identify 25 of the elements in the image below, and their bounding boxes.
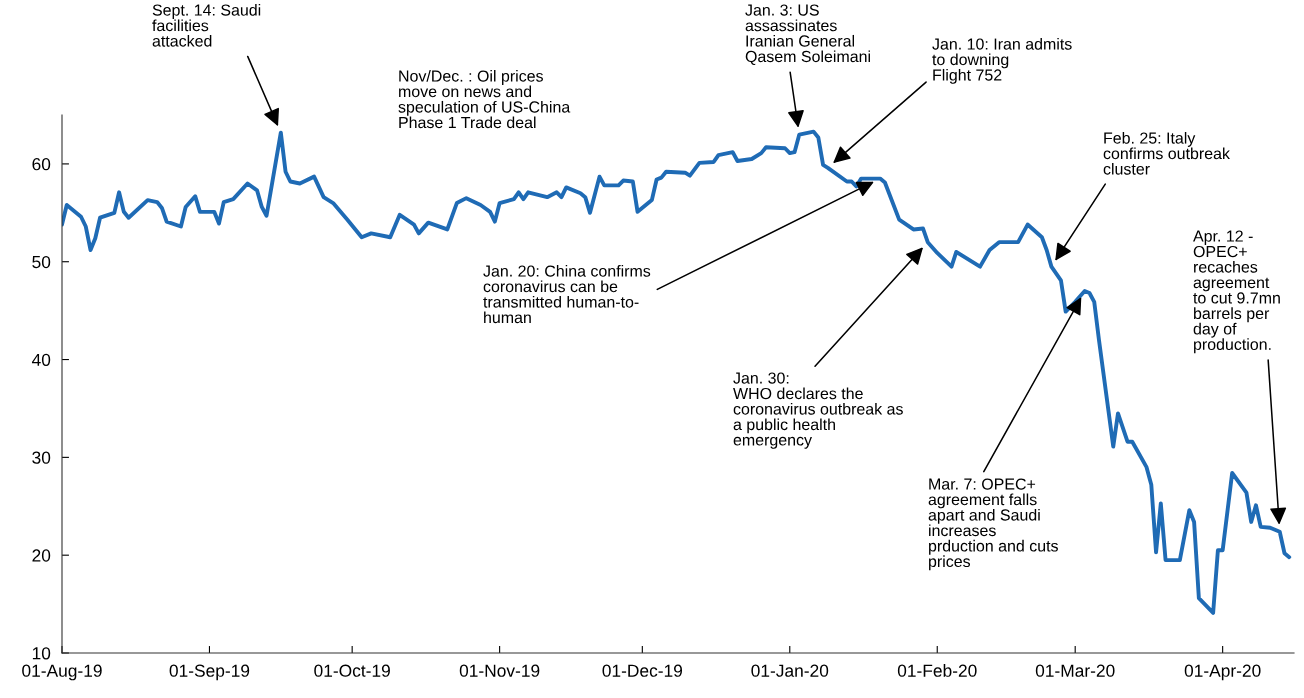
x-tick-label: 01-Mar-20 xyxy=(1035,664,1115,677)
annotation: Jan. 20: China confirms coronavirus can be transmitted human-to- human xyxy=(483,265,651,324)
annotation: Feb. 25: Italy confirms outbreak cluster xyxy=(1103,132,1230,175)
x-tick-label: 01-Dec-19 xyxy=(602,664,683,677)
x-tick-label: 01-Aug-19 xyxy=(22,664,102,681)
x-tick-label: 01-Jan-20 xyxy=(751,664,829,677)
y-tick-label: 40 xyxy=(31,353,51,367)
annotation: Apr. 12 - OPEC+ recaches agreement to cut 9.7mn barrels per day of production. xyxy=(1193,230,1280,354)
y-tick-label: 60 xyxy=(32,158,51,171)
x-tick-label: 01-Feb-20 xyxy=(897,664,977,677)
annotation: Jan. 3: US assassinates Iranian General Qasem Soleimani xyxy=(745,4,870,65)
x-tick-label: 01-Apr-20 xyxy=(1184,664,1261,681)
y-tick-label: 10 xyxy=(32,647,51,660)
annotation: Mar. 7: OPEC+ agreement falls apart and Saudi increases prduction and cuts prices xyxy=(928,478,1058,571)
annotation: Jan. 10: Iran admits to downing Flight 752 xyxy=(932,38,1072,84)
x-tick-label: 01-Oct-19 xyxy=(314,664,390,677)
annotation: Jan. 30: WHO declares the coronavirus outbreak as a public health emergency xyxy=(733,372,903,449)
annotation: Sept. 14: Saudi facilities attacked xyxy=(152,4,261,47)
line-series xyxy=(62,129,1292,615)
x-tick-label: 01-Sep-19 xyxy=(169,664,250,681)
y-tick-label: 50 xyxy=(32,255,51,269)
y-tick-label: 30 xyxy=(32,451,51,464)
x-tick-label: 01-Nov-19 xyxy=(459,664,540,677)
y-tick-label: 20 xyxy=(32,549,51,562)
annotation: Nov/Dec. : Oil prices move on news and speculation of US-China Phase 1 Trade deal xyxy=(398,70,571,129)
